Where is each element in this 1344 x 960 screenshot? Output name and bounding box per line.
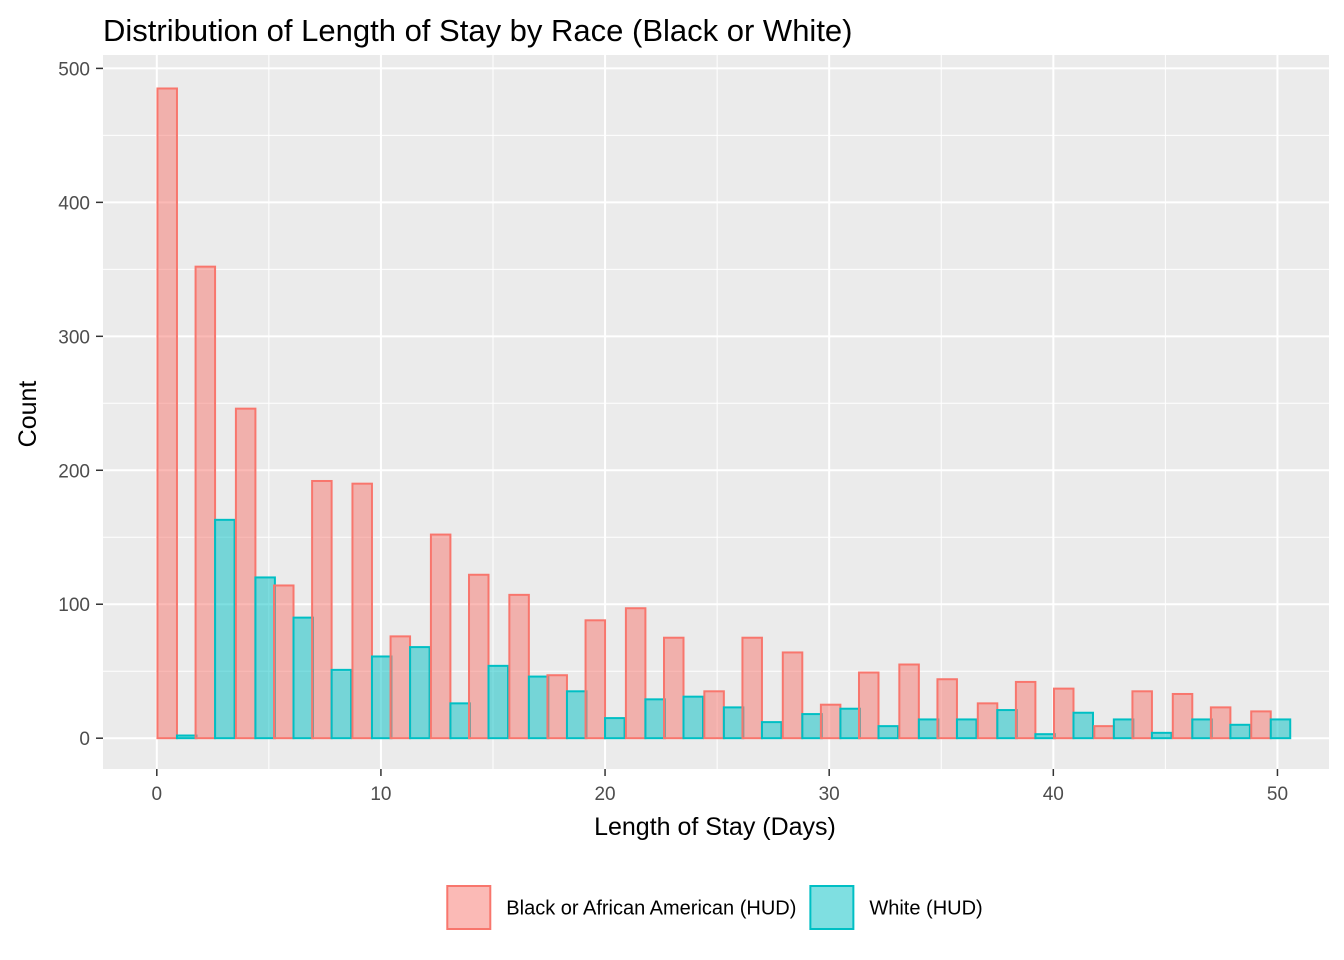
bar-white-25 [1150,731,1173,740]
bar-white-4 [330,668,353,740]
bar-black-24 [1093,725,1115,740]
bar-white-10 [565,690,588,740]
y-tick-label: 0 [79,729,90,750]
bar-black-28 [1250,710,1272,740]
y-tick-label: 200 [58,461,90,482]
bar-white-2 [254,576,276,740]
bar-black-9 [508,593,530,740]
bar-white-3 [292,616,315,740]
minor-gridlines [103,55,1329,769]
bar-white-23 [1072,711,1094,740]
bar-white-22 [1034,733,1056,740]
bar-black-27 [1209,706,1232,740]
bar-white-1 [214,518,236,740]
bar-black-3 [273,584,295,740]
bar-black-26 [1171,692,1194,740]
chart-title: Distribution of Length of Stay by Race (… [103,13,853,48]
bar-black-2 [234,407,257,740]
bar-black-17 [819,703,842,740]
y-axis: 0 100 200 300 400 500 [58,59,103,750]
bar-white-6 [409,646,431,740]
y-tick-label: 300 [58,327,90,348]
bar-black-5 [351,482,373,740]
bar-white-18 [877,725,899,740]
bar-white-27 [1229,723,1251,740]
bar-black-13 [663,636,685,740]
x-tick-label: 40 [1043,784,1064,805]
bar-white-20 [955,718,978,740]
bar-white-15 [760,721,783,740]
bar-white-24 [1112,718,1135,740]
x-axis: 0 10 20 30 40 50 [152,769,1288,805]
bar-black-11 [584,619,607,740]
bar-white-12 [644,698,666,740]
bar-white-5 [370,655,393,740]
x-tick-label: 50 [1267,784,1288,805]
bars-layer [156,87,1292,740]
y-tick-label: 400 [58,193,90,214]
bar-white-14 [722,706,745,740]
bar-white-21 [996,709,1018,740]
bar-black-23 [1052,687,1075,740]
bar-black-12 [624,607,647,740]
x-tick-label: 20 [594,784,615,805]
y-tick-label: 100 [58,595,90,616]
bar-black-6 [389,635,412,740]
bar-black-1 [194,265,217,740]
bar-black-22 [1014,680,1037,740]
bar-black-25 [1131,690,1153,740]
bar-black-4 [311,479,333,740]
y-tick-label: 500 [58,59,90,80]
bar-black-20 [936,678,958,740]
x-tick-label: 30 [819,784,840,805]
bar-black-10 [546,674,568,740]
bar-black-15 [741,636,763,740]
bar-white-9 [527,675,550,740]
bar-white-19 [917,718,940,740]
bar-white-26 [1191,718,1213,740]
bar-black-21 [976,702,999,740]
x-tick-label: 10 [370,784,391,805]
bar-black-14 [703,690,725,740]
legend-label-white: White (HUD) [869,898,982,920]
x-axis-title: Length of Stay (Days) [594,813,836,841]
bar-white-17 [839,707,861,740]
bar-black-18 [857,671,880,740]
bar-white-16 [801,713,823,740]
bar-black-8 [468,573,490,740]
bar-black-19 [898,663,920,740]
legend-key-black [446,885,492,930]
bar-white-11 [604,717,626,740]
x-tick-label: 0 [152,784,163,805]
bar-black-16 [781,651,804,740]
bar-white-13 [682,695,705,740]
legend-label-black: Black or African American (HUD) [506,898,796,920]
y-axis-title: Count [14,381,42,448]
bar-black-0 [156,87,178,740]
legend-key-white [809,885,855,930]
bar-white-28 [1269,718,1292,740]
bar-white-0 [175,734,198,740]
bar-white-7 [449,702,471,740]
legend: Black or African American (HUD) White (HU… [446,885,983,930]
bar-white-8 [487,664,510,740]
bar-black-7 [429,533,452,740]
